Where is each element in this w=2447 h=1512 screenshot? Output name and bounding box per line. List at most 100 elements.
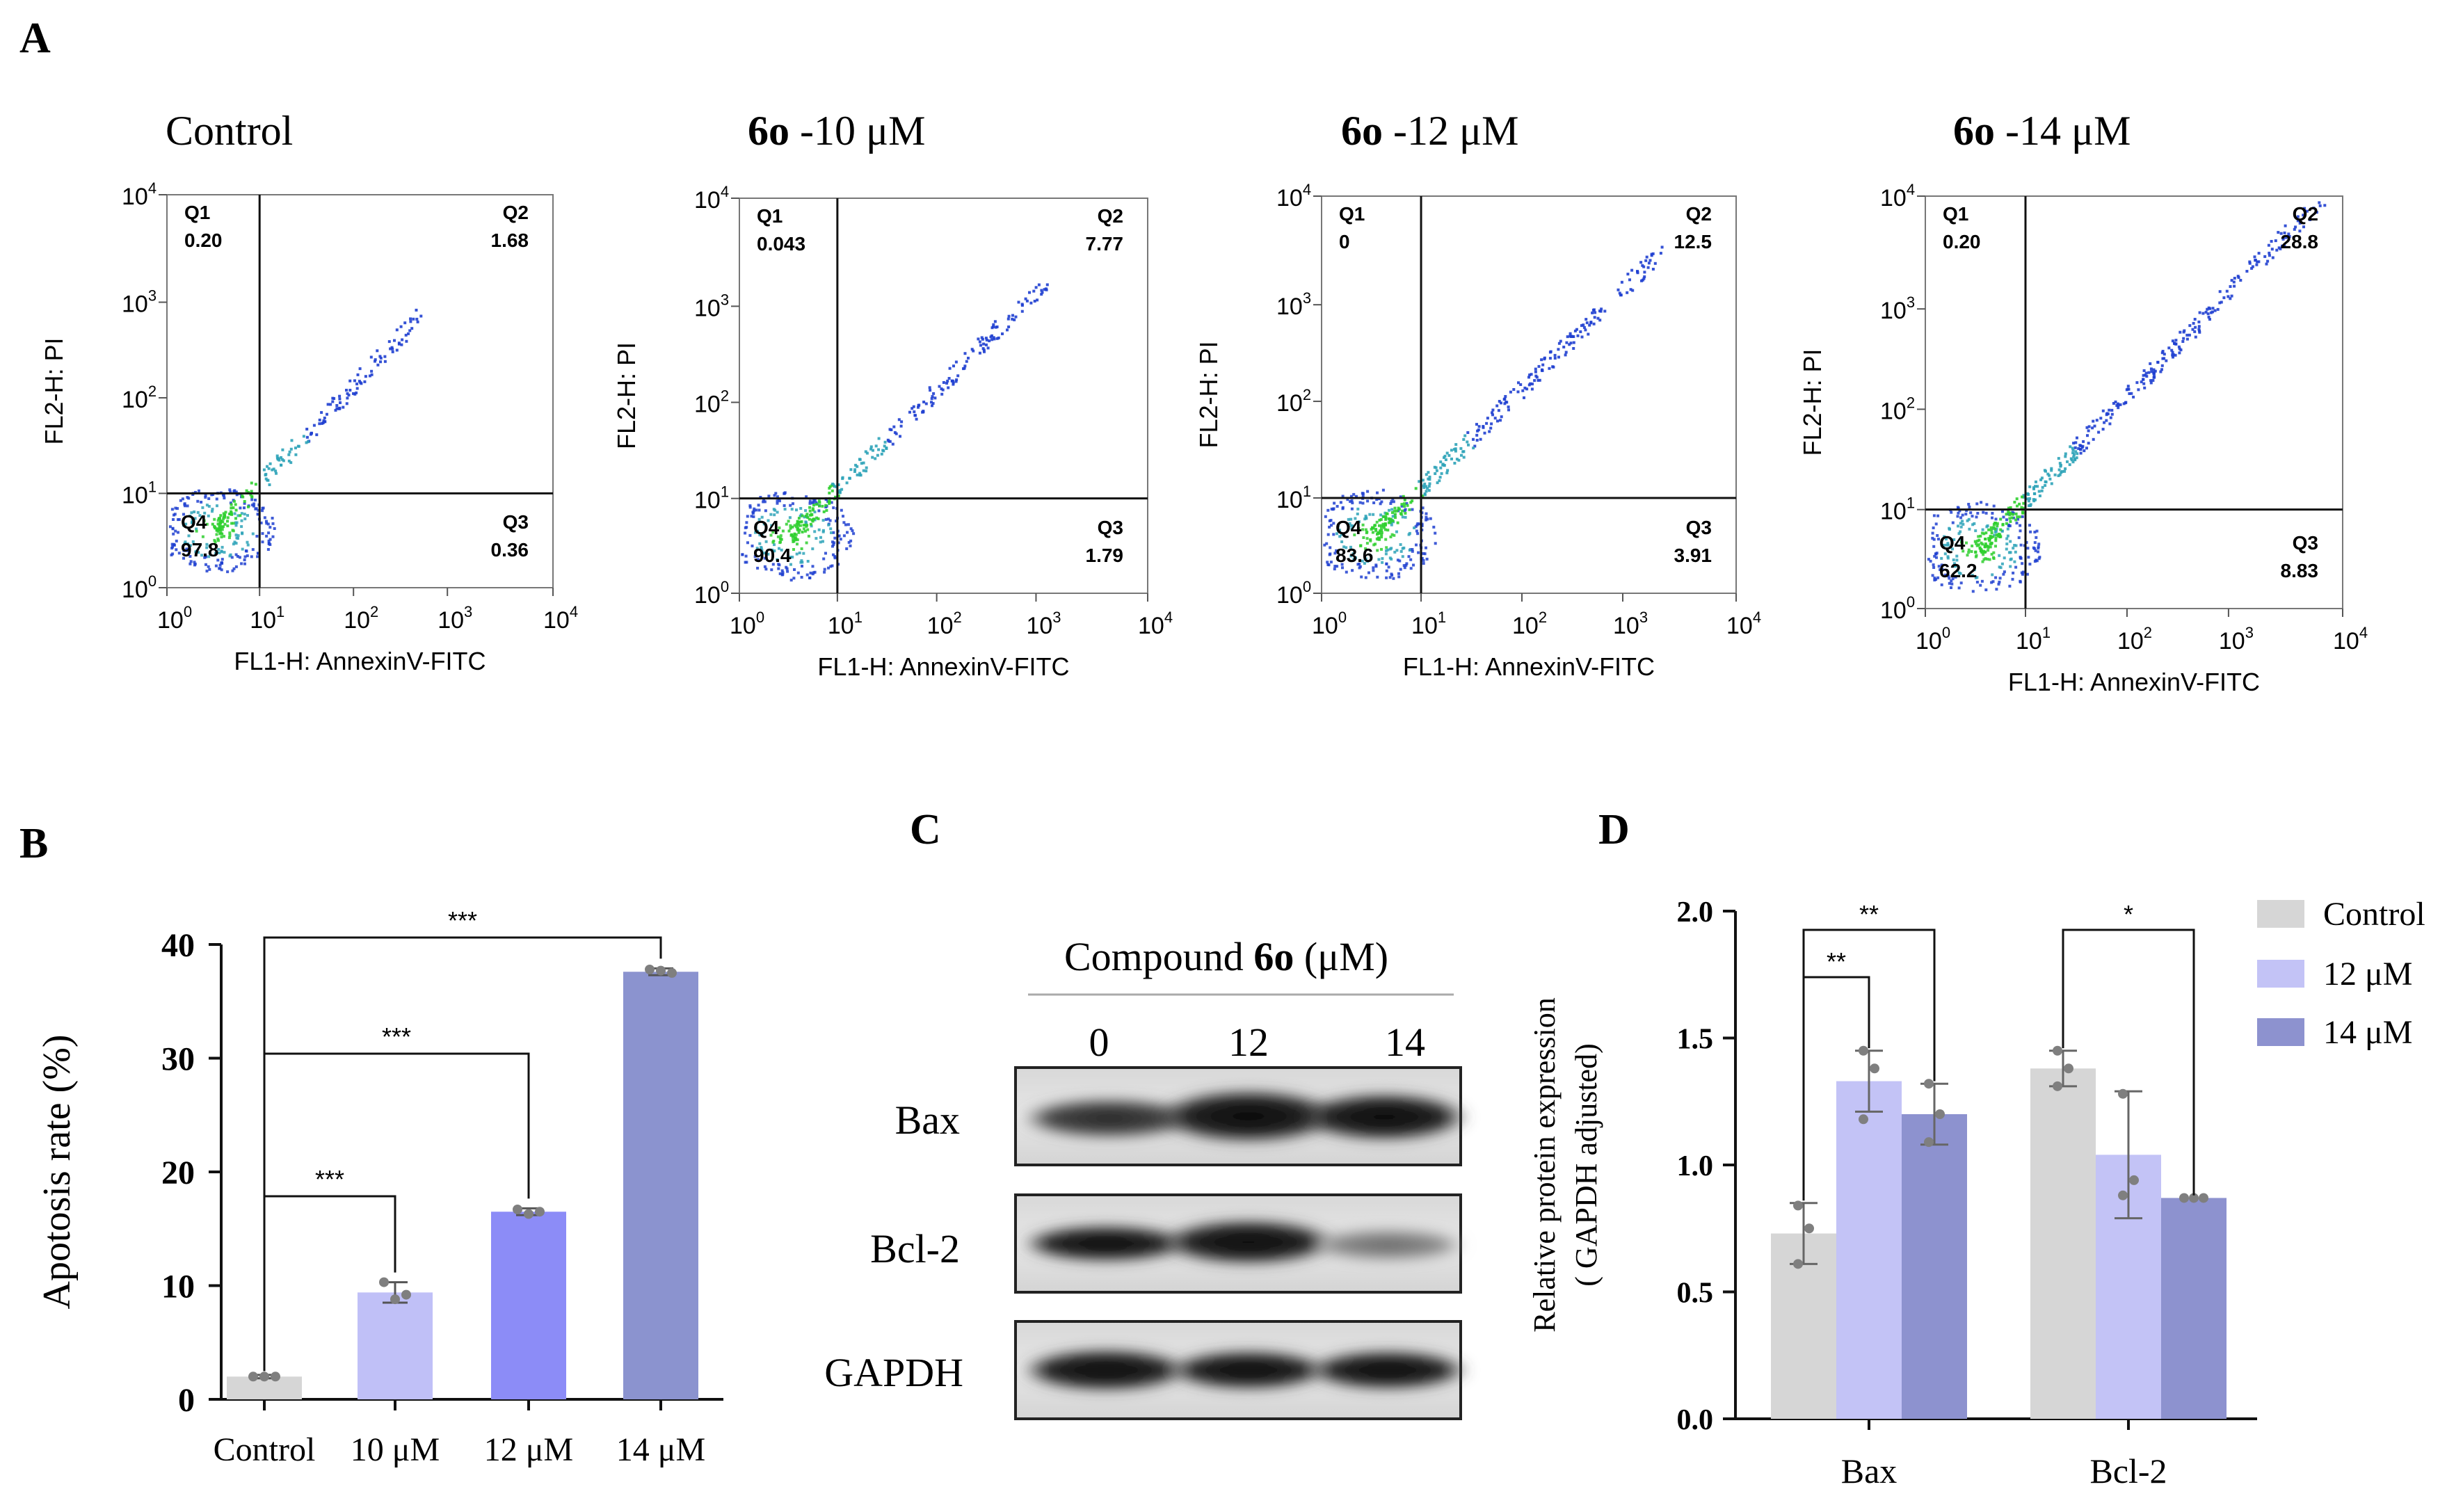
flow-event bbox=[2091, 426, 2094, 430]
flow-event bbox=[1967, 517, 1971, 521]
flow-event bbox=[1977, 538, 1981, 542]
flow-plot-title: Control bbox=[166, 108, 293, 154]
flow-event bbox=[1989, 542, 1992, 546]
flow-event bbox=[1381, 557, 1384, 561]
flow-event bbox=[851, 529, 854, 533]
flow-event bbox=[781, 572, 785, 576]
flow-event bbox=[1952, 558, 1955, 561]
flow-event bbox=[2142, 373, 2145, 377]
d-x-tick-label: Bax bbox=[1841, 1451, 1898, 1490]
flow-event bbox=[2021, 570, 2025, 574]
flow-event bbox=[1366, 499, 1370, 503]
flow-event bbox=[849, 539, 853, 542]
b-x-tick-label: 14 μM bbox=[616, 1431, 705, 1468]
flow-event bbox=[1444, 458, 1447, 461]
flow-event bbox=[182, 556, 185, 560]
flow-event bbox=[358, 367, 362, 371]
flow-event bbox=[395, 328, 399, 332]
x-tick-label: 100 bbox=[730, 609, 764, 639]
flow-event bbox=[2117, 406, 2120, 410]
flow-event bbox=[1491, 411, 1493, 415]
flow-event bbox=[760, 533, 764, 536]
flow-event bbox=[1653, 262, 1657, 265]
flow-event bbox=[2033, 531, 2037, 533]
flow-event bbox=[1425, 473, 1428, 476]
flow-event bbox=[1984, 542, 1987, 545]
flow-event bbox=[2081, 444, 2085, 448]
flow-event bbox=[1933, 554, 1936, 558]
flow-event bbox=[2072, 455, 2076, 458]
flow-event bbox=[2044, 484, 2047, 487]
flow-event bbox=[1466, 431, 1470, 434]
flow-event bbox=[770, 524, 773, 527]
tick-exp: 4 bbox=[1164, 609, 1173, 626]
flow-event bbox=[1411, 499, 1414, 503]
d-data-point bbox=[1935, 1109, 1945, 1119]
flow-event bbox=[1380, 531, 1383, 534]
flow-event bbox=[1980, 579, 1984, 583]
flow-event bbox=[1572, 335, 1575, 338]
flow-event bbox=[891, 442, 894, 446]
flow-event bbox=[261, 506, 264, 510]
flow-event bbox=[808, 499, 812, 503]
flow-event bbox=[2002, 572, 2005, 576]
flow-event bbox=[1959, 530, 1962, 533]
flow-event bbox=[2171, 339, 2174, 343]
flow-event bbox=[2171, 353, 2174, 357]
flow-event bbox=[239, 514, 242, 517]
flow-event bbox=[954, 360, 958, 364]
flow-event bbox=[177, 518, 181, 521]
flow-event bbox=[1987, 538, 1991, 542]
flow-event bbox=[1932, 538, 1936, 541]
quadrant-value: 0.36 bbox=[491, 539, 529, 561]
quadrant-value: 1.68 bbox=[491, 230, 529, 251]
flow-event bbox=[1971, 590, 1975, 593]
flow-event bbox=[1509, 390, 1512, 394]
flow-event bbox=[773, 494, 776, 497]
bax-band bbox=[1019, 1097, 1200, 1139]
flow-event bbox=[779, 538, 783, 541]
flow-event bbox=[1957, 524, 1959, 528]
flow-event bbox=[1491, 413, 1494, 417]
flow-event bbox=[1438, 479, 1441, 483]
flow-event bbox=[1525, 387, 1529, 391]
flow-event bbox=[787, 520, 790, 523]
flow-event bbox=[1349, 517, 1353, 521]
flow-event bbox=[808, 517, 811, 521]
flow-event bbox=[1455, 458, 1459, 461]
flow-event bbox=[1354, 556, 1357, 559]
flow-event bbox=[1976, 512, 1980, 515]
flow-event bbox=[1446, 469, 1450, 472]
x-tick-label: 103 bbox=[1613, 609, 1648, 639]
flow-event bbox=[773, 543, 776, 547]
flow-event bbox=[268, 526, 272, 529]
flow-event bbox=[1326, 508, 1330, 512]
flow-event bbox=[1512, 388, 1516, 391]
flow-event bbox=[2109, 416, 2112, 419]
flow-event bbox=[207, 505, 211, 508]
flow-event bbox=[1460, 453, 1463, 457]
flow-event bbox=[1421, 506, 1425, 510]
b-data-point bbox=[645, 964, 655, 974]
flow-event bbox=[274, 469, 278, 473]
flow-event bbox=[1557, 341, 1561, 345]
flow-event bbox=[2233, 284, 2236, 288]
flow-event bbox=[2021, 495, 2023, 499]
flow-event bbox=[1376, 533, 1379, 536]
flow-event bbox=[846, 531, 849, 534]
western-blot: Compound 6o (μM) 0 12 14 Bax Bcl-2 GAPDH bbox=[824, 934, 1471, 1420]
flow-event bbox=[1447, 453, 1451, 457]
flow-event bbox=[305, 441, 308, 444]
flow-event bbox=[182, 513, 185, 516]
flow-event bbox=[1391, 520, 1395, 522]
flow-event bbox=[809, 571, 812, 574]
flow-event bbox=[2074, 441, 2078, 444]
flow-event bbox=[1642, 277, 1646, 280]
flow-event bbox=[257, 552, 259, 555]
flow-event bbox=[1361, 559, 1364, 563]
flow-event bbox=[1999, 535, 2003, 538]
flow-event bbox=[1521, 389, 1525, 392]
flow-event bbox=[2156, 360, 2160, 364]
flow-event bbox=[1543, 356, 1546, 360]
